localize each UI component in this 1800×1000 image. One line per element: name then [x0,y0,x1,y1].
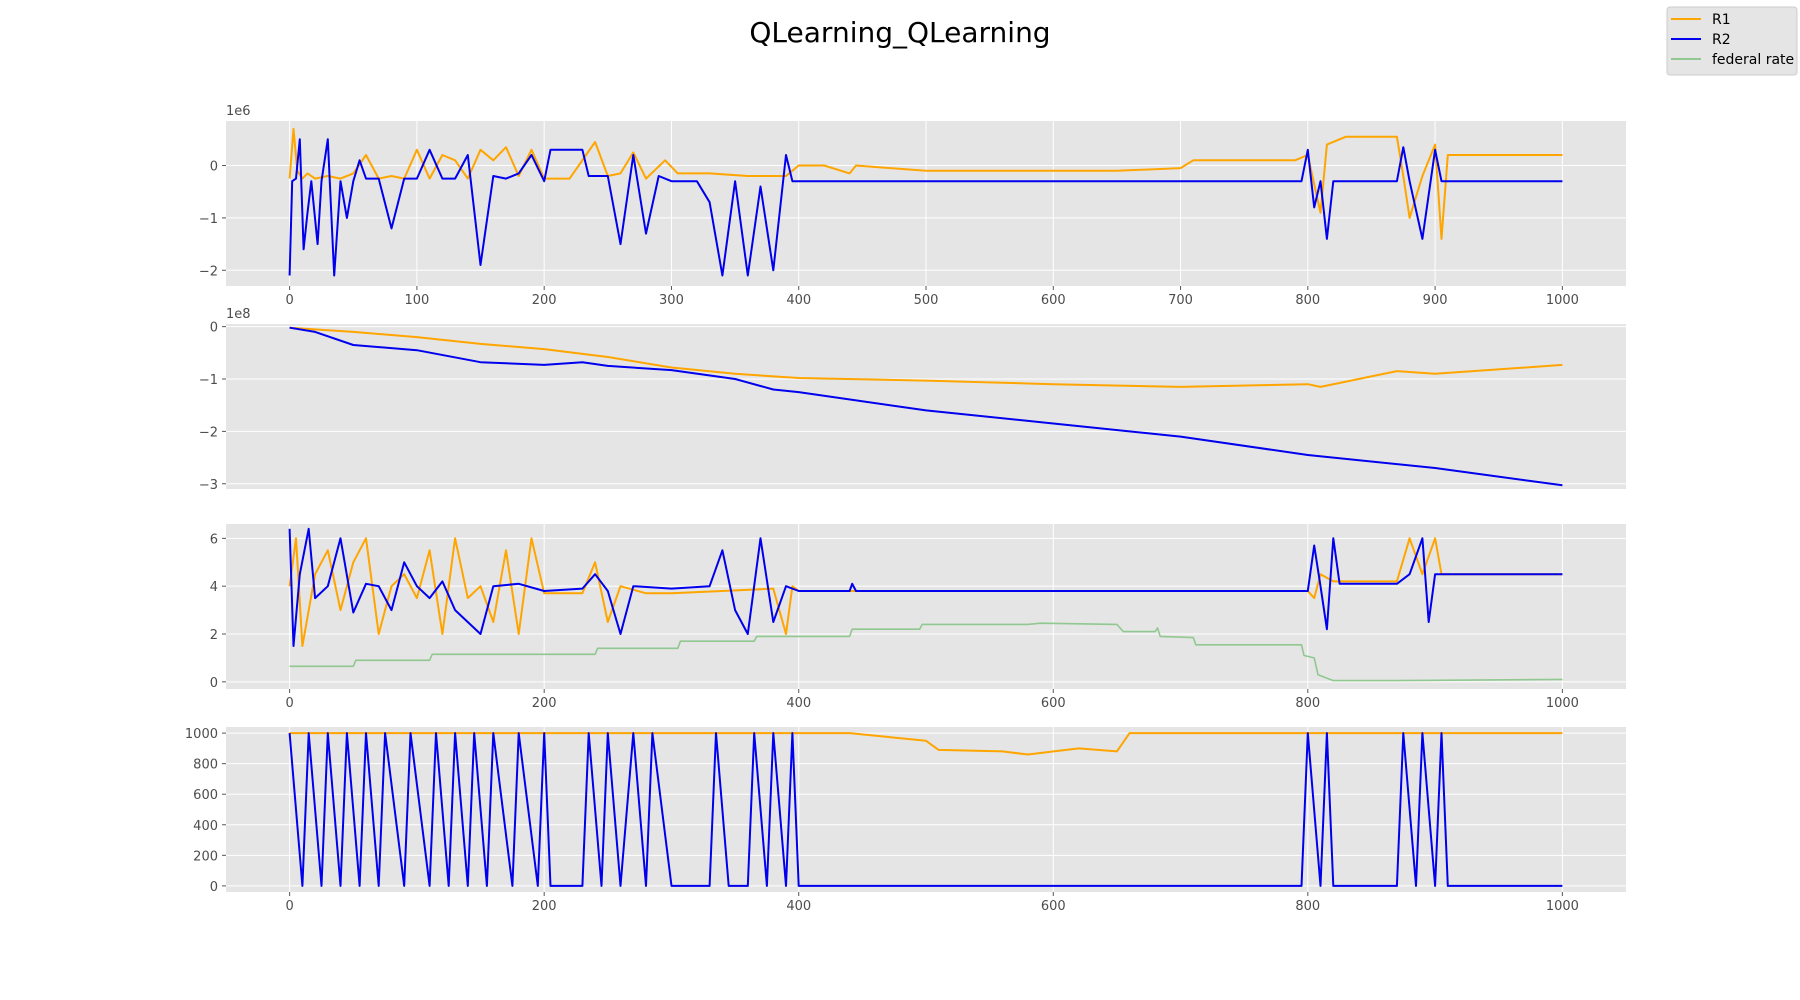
x-tick-label: 800 [1295,293,1320,308]
y-tick-label: 0 [210,321,218,336]
y-tick-label: 0 [210,676,218,691]
y-offset-label: 1e8 [226,307,251,322]
y-tick-label: 0 [210,880,218,895]
y-tick-label: 400 [193,819,218,834]
series-line-r1 [289,732,1563,756]
legend: R1 R2 federal rate [1666,6,1798,76]
series-line-r1 [289,326,1563,388]
x-tick-label: 800 [1295,696,1320,711]
y-tick-label: −2 [199,264,218,279]
series-line-r1 [288,127,1563,240]
figure-title: QLearning_QLearning [749,16,1050,49]
y-tick-label: 6 [210,532,218,547]
panel-2: 0 −1 −2 −3 1e8 [199,307,1626,493]
legend-label-r2: R2 [1712,32,1731,48]
plot-area [226,727,1626,892]
x-tick-label: 700 [1168,293,1193,308]
y-tick-label: 800 [193,758,218,773]
y-tick-label: −2 [199,425,218,440]
y-tick-label: 1000 [185,727,218,742]
x-tick-label: 1000 [1546,899,1579,914]
x-tick-label: 200 [532,293,557,308]
x-tick-label: 1000 [1546,696,1579,711]
legend-label-federal-rate: federal rate [1712,52,1794,68]
plot-area [226,524,1626,689]
y-tick-label: −1 [199,212,218,227]
panels: 0 100 200 300 400 500 600 700 800 900 10000−1−21e6… [185,104,1626,914]
panel-3: 0 200 400 600 800 1000 0 2 4 6 [210,524,1626,711]
x-tick-label: 1000 [1546,293,1579,308]
y-tick-label: 2 [210,628,218,643]
x-tick-label: 500 [914,293,939,308]
series-line-r2 [289,326,1563,487]
y-tick-label: −3 [199,478,218,493]
x-tick-label: 0 [285,696,293,711]
x-tick-label: 600 [1041,293,1066,308]
x-tick-label: 200 [532,696,557,711]
x-tick-label: 0 [285,293,293,308]
panel-4: 0 200 400 600 800 1000 0 200 400 600 800 1000 [185,727,1626,914]
x-tick-label: 0 [285,899,293,914]
x-tick-label: 400 [786,293,811,308]
series-line-r2 [288,527,1563,647]
x-tick-label: 600 [1041,899,1066,914]
plot-area [226,324,1626,489]
y-tick-label: 200 [193,849,218,864]
series-line-r1 [288,537,1563,647]
panel-1: 0 100 200 300 400 500 600 700 800 900 1000 0 −1 −2 1e6 [199,104,1626,308]
y-offset-label: 1e6 [226,104,251,119]
y-tick-label: 4 [210,580,218,595]
series-line-r2 [288,732,1563,887]
x-tick-label: 300 [659,293,684,308]
series-line-federal-rate [289,622,1563,682]
x-tick-label: 600 [1041,696,1066,711]
x-tick-label: 400 [786,899,811,914]
series-line-r2 [288,138,1563,277]
legend-label-r1: R1 [1712,12,1731,28]
x-tick-label: 900 [1423,293,1448,308]
y-tick-label: 600 [193,788,218,803]
x-tick-label: 400 [786,696,811,711]
y-tick-label: −1 [199,373,218,388]
y-tick-label: 0 [210,160,218,175]
x-tick-label: 200 [532,899,557,914]
x-tick-label: 800 [1295,899,1320,914]
x-tick-label: 100 [404,293,429,308]
